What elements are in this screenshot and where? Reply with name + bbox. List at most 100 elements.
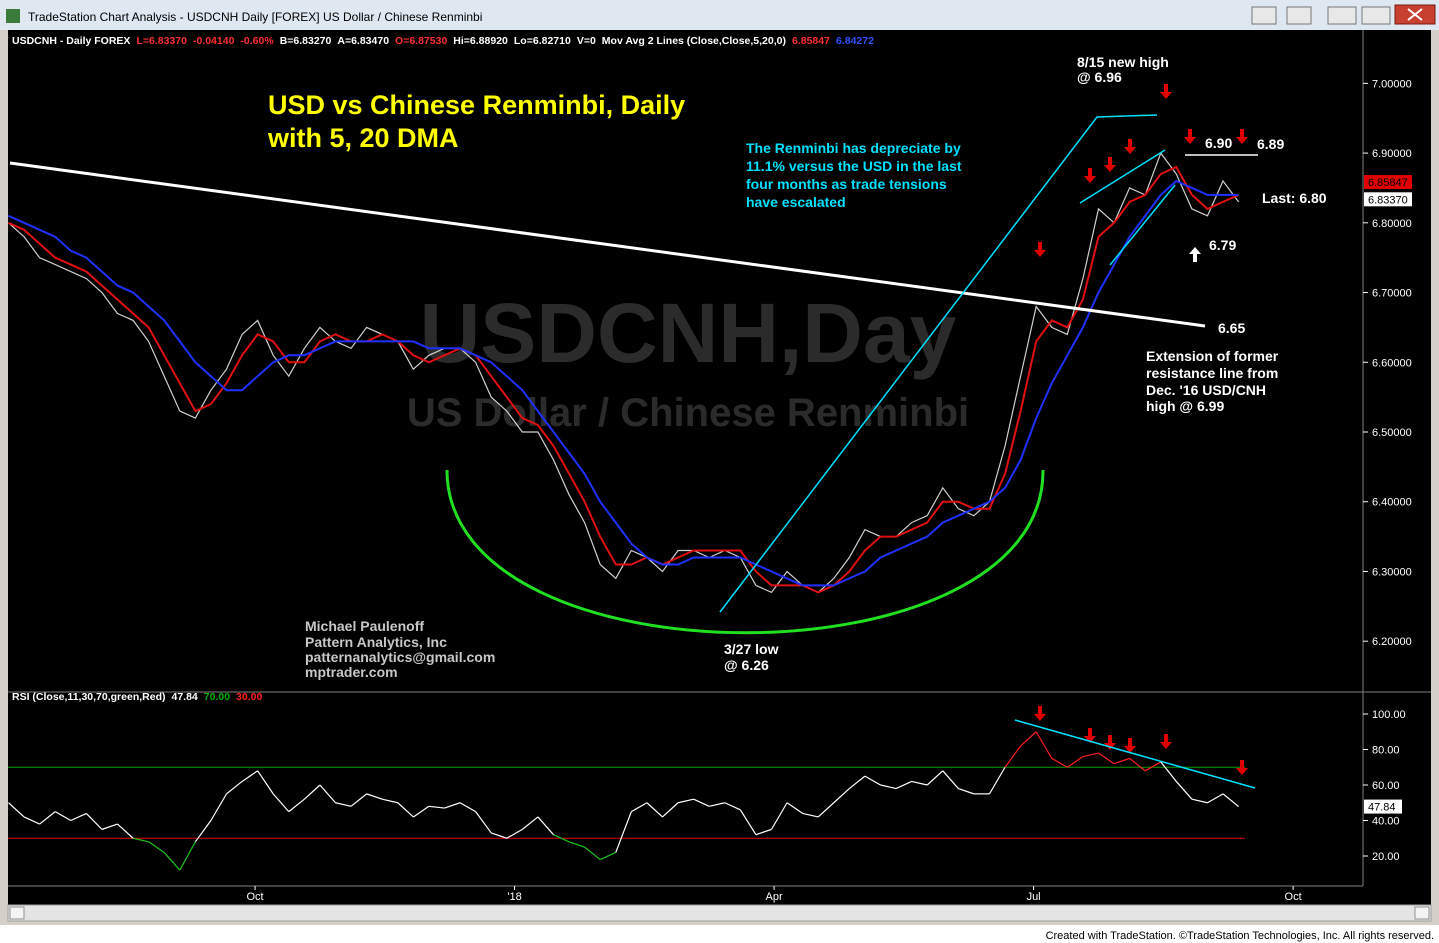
annotation: high @ 6.99 [1146, 398, 1224, 414]
watermark: US Dollar / Chinese Renminbi [407, 391, 969, 435]
header-item: RSI (Close,11,30,70,green,Red) [12, 691, 166, 703]
rsi-segment [366, 793, 383, 800]
header-item: -0.04140 [192, 35, 235, 47]
scrollbar[interactable] [7, 904, 1432, 922]
rsi-segment [1222, 793, 1240, 808]
rsi-segment [584, 846, 601, 861]
rsi-segment [709, 802, 725, 807]
rsi-segment [70, 812, 87, 822]
rsi-segment [568, 841, 585, 848]
rsi-segment [506, 828, 523, 839]
rsi-segment [988, 766, 1006, 795]
header-item: L=6.83370 [136, 35, 187, 47]
toolbar-button[interactable] [1251, 6, 1277, 25]
rsi-segment [646, 802, 663, 818]
toolbar-button[interactable] [1286, 6, 1312, 25]
window-title: TradeStation Chart Analysis - USDCNH Dai… [28, 10, 482, 24]
rsi-segment [491, 832, 507, 839]
rsi-segment [1129, 757, 1146, 772]
chart-area [8, 30, 1431, 906]
rsi-segment [1113, 757, 1130, 765]
rsi-segment [942, 770, 959, 789]
rsi-segment [1160, 761, 1177, 782]
annotation: 6.89 [1257, 136, 1284, 152]
chart-subtitle: with 5, 20 DMA [267, 123, 459, 153]
rsi-segment [770, 802, 788, 830]
header-item: Hi=6.88920 [453, 35, 508, 47]
rsi-segment [179, 841, 196, 871]
rsi-segment [1098, 752, 1115, 765]
annotation: 8/15 new high [1077, 54, 1169, 70]
y-tick-label: 6.80000 [1372, 218, 1412, 230]
rsi-segment [101, 823, 118, 830]
rsi-segment [319, 784, 336, 804]
rsi-segment [724, 802, 741, 811]
rsi-segment [1191, 798, 1208, 804]
y-tick-label: 80.00 [1372, 744, 1400, 756]
y-tick-label: 100.00 [1372, 709, 1406, 721]
rsi-segment [537, 816, 554, 836]
rsi-segment [864, 775, 881, 786]
minimize-button[interactable] [1327, 6, 1357, 25]
rsi-segment [958, 787, 975, 795]
rsi-segment [677, 798, 694, 804]
price-tag [1364, 175, 1412, 190]
rsi-segment [911, 780, 928, 786]
rsi-segment [303, 784, 321, 800]
y-tick-label: 6.40000 [1372, 497, 1412, 509]
rsi-segment [257, 770, 274, 795]
rsi-segment [848, 775, 866, 790]
y-tick-label: 7.00000 [1372, 78, 1412, 90]
scroll-left[interactable] [9, 906, 25, 920]
y-tick-label: 6.70000 [1372, 288, 1412, 300]
chart-title: USD vs Chinese Renminbi, Daily [268, 90, 685, 120]
annotation: 6.90 [1205, 135, 1232, 151]
scroll-right[interactable] [1414, 906, 1430, 920]
rsi-segment [85, 812, 103, 830]
rsi-segment [444, 802, 461, 809]
signal-arrow-up [1189, 247, 1201, 262]
rsi-segment [428, 805, 445, 809]
channel-line [719, 114, 1158, 613]
rsi-segment [1175, 781, 1193, 800]
rsi-segment [1207, 793, 1224, 804]
rsi-segment [615, 811, 632, 853]
footer: Created with TradeStation. ©TradeStation… [1046, 930, 1434, 942]
rsi-segment [662, 802, 679, 818]
rsi-segment [226, 780, 243, 795]
maximize-button[interactable] [1361, 6, 1391, 25]
rsi-segment [117, 823, 134, 839]
annotation: 6.65 [1218, 320, 1245, 336]
annotation: resistance line from [1146, 365, 1278, 381]
price-header: USDCNH - Daily FOREX L=6.83370 -0.04140 -0.… [12, 35, 880, 47]
rsi-segment [1035, 731, 1053, 759]
rsi-tag-label: 47.84 [1368, 802, 1396, 814]
author: patternanalytics@gmail.com [305, 649, 495, 665]
footer-bar [0, 925, 1439, 943]
x-tick-label: Oct [1285, 891, 1302, 903]
rsi-trendline [1014, 719, 1256, 789]
rsi-segment [1051, 757, 1068, 768]
rsi-segment [631, 802, 648, 813]
header-item: 30.00 [236, 691, 263, 703]
y-tick-label: 6.90000 [1372, 148, 1412, 160]
header-item: V=0 [576, 35, 596, 47]
price-tag-label: 6.83370 [1368, 194, 1408, 206]
rsi-segment [1082, 752, 1099, 758]
app-icon [6, 9, 20, 23]
rsi-segment [288, 798, 305, 813]
rsi-segment [521, 816, 539, 830]
header-item: B=6.83270 [279, 35, 332, 47]
close-icon [1407, 8, 1423, 21]
y-tick-label: 6.30000 [1372, 566, 1412, 578]
rsi-segment [382, 798, 398, 804]
rsi-segment [194, 820, 212, 843]
annotation: The Renminbi has depreciate by [746, 140, 961, 156]
rsi-segment [210, 793, 228, 821]
x-tick-label: Jul [1027, 891, 1041, 903]
rsi-segment [693, 798, 710, 807]
price-tag-label: 6.85847 [1368, 177, 1408, 189]
annotation: Extension of former [1146, 348, 1279, 364]
channel-line [1109, 184, 1176, 266]
rsi-segment [1144, 761, 1162, 772]
